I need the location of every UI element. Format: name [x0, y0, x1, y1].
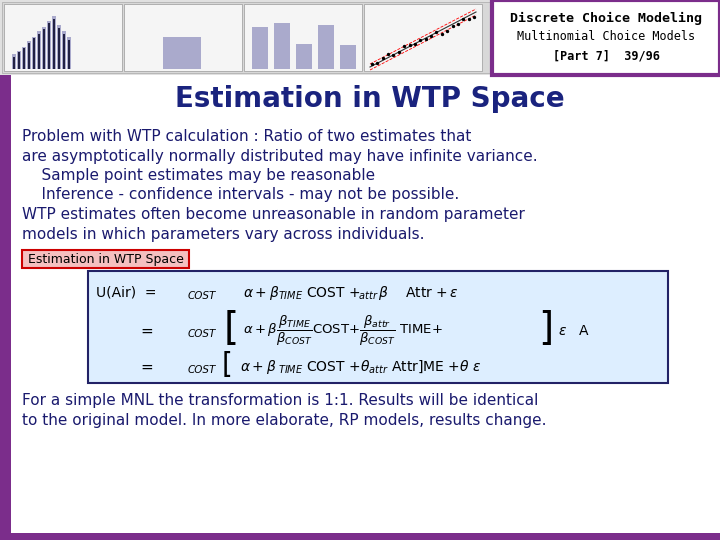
Bar: [88, 271, 668, 383]
Point: [457, 15, 469, 23]
Bar: [274, 23, 290, 69]
Bar: [340, 45, 356, 69]
Text: COST: COST: [188, 291, 217, 301]
Point: [452, 20, 464, 29]
Bar: [43, 29, 45, 69]
Bar: [4, 4, 122, 71]
Point: [387, 50, 399, 59]
Text: COST: COST: [188, 365, 217, 375]
Bar: [252, 26, 268, 69]
Text: Estimation in WTP Space: Estimation in WTP Space: [27, 253, 184, 266]
Point: [468, 12, 480, 21]
Bar: [17, 51, 21, 69]
Bar: [33, 38, 35, 69]
Bar: [0, 75, 11, 540]
Text: [Part 7]  39/96: [Part 7] 39/96: [552, 50, 660, 63]
Bar: [23, 49, 25, 69]
Bar: [2, 2, 490, 73]
Text: Multinomial Choice Models: Multinomial Choice Models: [517, 30, 695, 44]
Point: [415, 36, 426, 44]
Bar: [32, 37, 36, 69]
Text: Problem with WTP calculation : Ratio of two estimates that: Problem with WTP calculation : Ratio of …: [22, 129, 472, 144]
Text: [: [: [222, 351, 233, 379]
Point: [426, 32, 437, 40]
Point: [441, 26, 453, 35]
Bar: [22, 46, 26, 69]
Text: are asymptotically normally distributed may have infinite variance.: are asymptotically normally distributed …: [22, 148, 538, 164]
Bar: [18, 52, 20, 69]
Bar: [47, 21, 51, 69]
Bar: [42, 26, 46, 69]
Bar: [27, 40, 31, 69]
Bar: [67, 37, 71, 69]
Text: Estimation in WTP Space: Estimation in WTP Space: [175, 85, 564, 113]
Point: [393, 48, 405, 56]
Bar: [37, 31, 41, 69]
Bar: [53, 19, 55, 69]
Text: COST: COST: [188, 329, 217, 339]
Text: $\alpha+\beta_{\ TIME}$ COST $+\theta_{attr}$ Attr]ME $+\theta\ \varepsilon$: $\alpha+\beta_{\ TIME}$ COST $+\theta_{a…: [240, 358, 482, 376]
Point: [404, 40, 415, 49]
Bar: [63, 33, 65, 69]
Text: Discrete Choice Modeling: Discrete Choice Modeling: [510, 11, 702, 24]
Point: [447, 22, 459, 30]
Point: [431, 28, 442, 37]
Text: U(Air)  =: U(Air) =: [96, 286, 156, 300]
Text: $\alpha+\beta\dfrac{\beta_{TIME}}{\beta_{COST}}$COST$+\dfrac{\beta_{attr}}{\beta: $\alpha+\beta\dfrac{\beta_{TIME}}{\beta_…: [243, 314, 443, 348]
Point: [463, 14, 474, 23]
Bar: [364, 4, 482, 71]
Bar: [124, 4, 242, 71]
Bar: [163, 37, 201, 69]
Point: [420, 35, 431, 43]
Point: [377, 54, 389, 63]
Text: $\varepsilon$   A: $\varepsilon$ A: [558, 324, 590, 338]
Bar: [48, 23, 50, 69]
Text: WTP estimates often become unreasonable in random parameter: WTP estimates often become unreasonable …: [22, 207, 525, 222]
Bar: [68, 39, 70, 69]
Bar: [22, 250, 189, 268]
Bar: [318, 25, 334, 69]
Point: [366, 60, 378, 69]
Bar: [58, 28, 60, 69]
Text: $\alpha+\beta_{TIME}$ COST $+_{\!attr}\,\beta$    Attr $+\,\varepsilon$: $\alpha+\beta_{TIME}$ COST $+_{\!attr}\,…: [243, 284, 459, 302]
Text: to the original model. In more elaborate, RP models, results change.: to the original model. In more elaborate…: [22, 413, 546, 428]
Text: =: =: [140, 323, 153, 339]
Text: Sample point estimates may be reasonable: Sample point estimates may be reasonable: [22, 168, 375, 183]
Bar: [492, 0, 720, 75]
Text: models in which parameters vary across individuals.: models in which parameters vary across i…: [22, 226, 425, 241]
Bar: [0, 533, 720, 540]
Text: =: =: [140, 360, 153, 375]
Bar: [296, 44, 312, 69]
Bar: [13, 57, 15, 69]
Bar: [0, 0, 720, 75]
Point: [382, 50, 394, 58]
Text: For a simple MNL the transformation is 1:1. Results will be identical: For a simple MNL the transformation is 1…: [22, 393, 539, 408]
Point: [409, 40, 420, 49]
Text: [: [: [224, 310, 239, 348]
Point: [372, 58, 383, 67]
Bar: [52, 16, 56, 69]
Bar: [38, 33, 40, 69]
Bar: [28, 43, 30, 69]
Bar: [12, 54, 16, 69]
Bar: [57, 25, 61, 69]
Point: [398, 42, 410, 50]
Bar: [62, 31, 66, 69]
Text: ]: ]: [538, 310, 553, 348]
Text: Inference - confidence intervals - may not be possible.: Inference - confidence intervals - may n…: [22, 187, 459, 202]
Point: [436, 30, 448, 38]
Bar: [244, 4, 362, 71]
